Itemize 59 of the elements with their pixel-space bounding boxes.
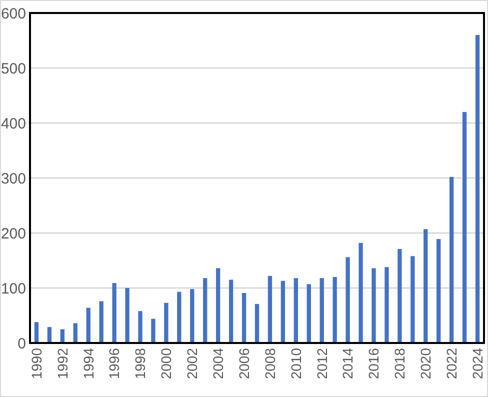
bar — [332, 277, 337, 343]
y-tick-label: 200 — [0, 225, 26, 242]
x-tick-label: 2012 — [314, 348, 330, 380]
x-tick-label: 2018 — [392, 348, 408, 380]
bar — [462, 112, 467, 343]
x-tick-label: 2024 — [469, 348, 486, 380]
bar — [112, 283, 116, 343]
bar — [475, 35, 480, 343]
y-tick-label: 100 — [0, 280, 26, 298]
x-tick-label: 2002 — [184, 348, 200, 380]
x-tick-label: 1990 — [28, 348, 44, 380]
bar — [242, 292, 246, 343]
bar — [228, 280, 234, 343]
x-tick-label: 2010 — [288, 348, 304, 380]
bar — [151, 318, 156, 343]
x-tick-label: 1998 — [132, 348, 148, 380]
bar — [177, 292, 182, 343]
bar — [372, 268, 376, 343]
bar — [449, 176, 454, 343]
bar — [398, 248, 402, 343]
bar — [346, 257, 350, 343]
bar — [73, 323, 78, 343]
bar — [384, 267, 389, 343]
bar — [358, 242, 363, 343]
bar — [280, 280, 286, 343]
bar — [203, 278, 208, 343]
bar — [34, 322, 39, 343]
bar — [216, 268, 220, 343]
x-tick-label: 2000 — [158, 348, 174, 380]
x-tick-label: 1992 — [54, 348, 70, 380]
bar — [306, 284, 311, 343]
bar — [410, 256, 415, 343]
x-tick-label: 2020 — [418, 348, 434, 380]
x-tick-label: 1994 — [80, 348, 96, 380]
y-tick-label: 500 — [0, 60, 26, 78]
x-tick-label: 2008 — [262, 348, 278, 380]
bar — [47, 327, 52, 343]
y-tick-label: 400 — [0, 115, 26, 132]
bar — [268, 276, 272, 343]
x-tick-label: 2014 — [340, 348, 356, 380]
bar — [254, 304, 260, 343]
x-tick-label: 1996 — [106, 348, 122, 380]
bar — [424, 229, 428, 343]
bar — [86, 308, 90, 343]
x-tick-label: 2004 — [210, 348, 226, 380]
x-tick-label: 2016 — [366, 348, 382, 380]
bar — [138, 311, 142, 343]
y-tick-label: 0 — [18, 335, 26, 352]
y-tick-label: 300 — [0, 170, 26, 188]
bar — [99, 301, 104, 343]
bar — [125, 288, 130, 343]
bar — [294, 278, 298, 343]
bar — [320, 278, 324, 343]
bar — [436, 239, 441, 343]
bar — [164, 302, 168, 343]
y-tick-label: 600 — [0, 5, 26, 22]
x-tick-label: 2006 — [236, 348, 252, 380]
bar — [190, 289, 194, 343]
x-tick-label: 2022 — [443, 348, 460, 380]
